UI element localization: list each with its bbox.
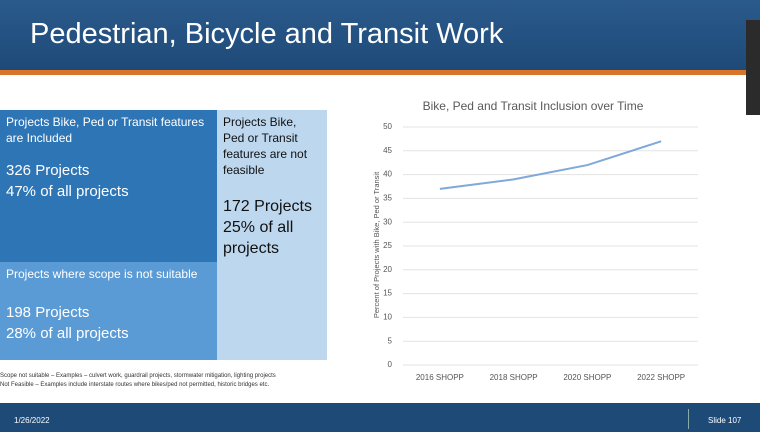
box-label: Projects Bike, Ped or Transit features a…	[223, 115, 308, 177]
y-tick-label: 50	[383, 122, 392, 131]
header-bar	[0, 0, 760, 70]
x-tick-label: 2022 SHOPP	[637, 373, 685, 382]
y-tick-label: 20	[383, 265, 392, 274]
chart: Bike, Ped and Transit Inclusion over Tim…	[372, 99, 698, 382]
box-not-feasible: Projects Bike, Ped or Transit features a…	[217, 110, 327, 360]
box-not-suitable: Projects where scope is not suitable 198…	[0, 262, 217, 360]
box-share: 47% of all projects	[6, 183, 129, 200]
y-tick-label: 0	[388, 360, 393, 369]
accent-line	[0, 70, 760, 75]
y-axis-label: Percent of Projects with Bike, Ped or Tr…	[372, 171, 381, 318]
y-tick-label: 30	[383, 217, 392, 226]
box-count: 172 Projects	[223, 198, 312, 215]
slide-number: Slide 107	[708, 416, 742, 425]
note: Not Feasible – Examples include intersta…	[0, 382, 270, 388]
y-tick-label: 35	[383, 194, 392, 203]
footer-bar	[0, 403, 760, 432]
footer-divider	[688, 409, 689, 429]
note: Scope not suitable – Examples – culvert …	[0, 373, 276, 379]
y-tick-label: 15	[383, 289, 392, 298]
x-tick-label: 2016 SHOPP	[416, 373, 464, 382]
box-share: 25% of all projects	[223, 219, 294, 257]
box-count: 198 Projects	[6, 304, 90, 321]
y-tick-label: 45	[383, 146, 392, 155]
data-line	[439, 140, 662, 190]
slide-title: Pedestrian, Bicycle and Transit Work	[30, 18, 504, 50]
side-widget	[746, 20, 760, 115]
box-share: 28% of all projects	[6, 325, 129, 342]
y-tick-label: 25	[383, 241, 392, 250]
x-tick-label: 2020 SHOPP	[563, 373, 611, 382]
box-included: Projects Bike, Ped or Transit features a…	[0, 110, 217, 262]
box-count: 326 Projects	[6, 162, 90, 179]
chart-title: Bike, Ped and Transit Inclusion over Tim…	[423, 99, 644, 113]
footer-date: 1/26/2022	[14, 416, 50, 425]
y-tick-label: 10	[383, 313, 392, 322]
x-tick-label: 2018 SHOPP	[490, 373, 538, 382]
box-label: Projects where scope is not suitable	[6, 267, 198, 281]
box-label: Projects Bike, Ped or Transit features a…	[6, 115, 205, 145]
y-tick-label: 5	[388, 336, 393, 345]
y-tick-label: 40	[383, 170, 392, 179]
